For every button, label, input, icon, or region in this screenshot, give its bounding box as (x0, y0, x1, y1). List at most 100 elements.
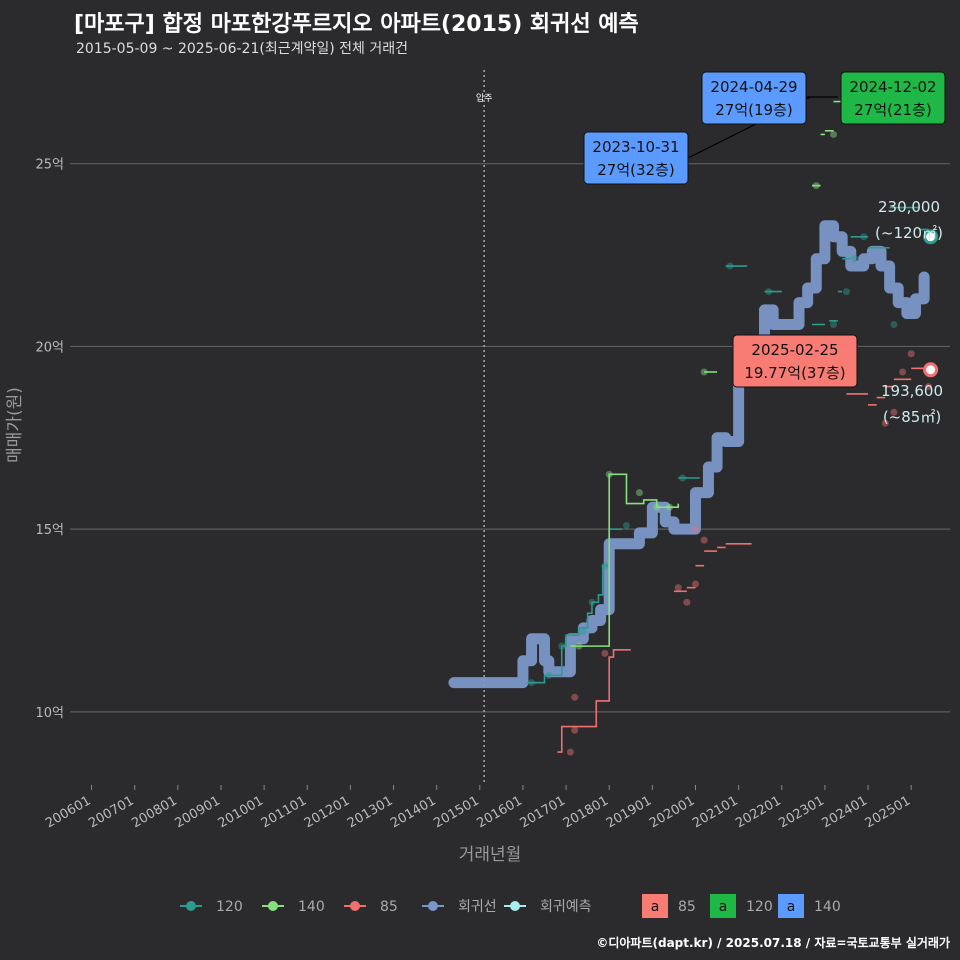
series-85-point (571, 693, 579, 701)
series-120-point (601, 562, 609, 570)
x-tick-label: 201101 (259, 793, 309, 831)
series-85-point (899, 368, 907, 376)
callout-box (701, 71, 807, 125)
series-140-point (830, 130, 838, 138)
series-85-point (571, 726, 579, 734)
legend-label-140: 140 (298, 899, 325, 915)
callout-value: 19.77억(37층) (744, 364, 845, 382)
legend-box-label: 120 (746, 899, 773, 915)
series-120-point (558, 642, 566, 650)
x-tick-label: 201301 (345, 793, 395, 831)
series-120-point (842, 288, 850, 296)
series-layer (448, 86, 939, 756)
legend-label-회귀예측: 회귀예측 (540, 899, 592, 915)
legend-box-glyph: a (787, 899, 796, 915)
annotations-layer: 2023-10-31 27억(32층) 2024-04-29 27억(19층) 2024… (583, 71, 946, 426)
series-140-point (812, 182, 820, 190)
forecast-area-120: (~120㎡) (875, 224, 943, 242)
forecast-area-85: (~85㎡) (883, 408, 941, 426)
x-tick-label: 200601 (43, 793, 93, 831)
x-tick-label: 202501 (863, 793, 913, 831)
legend-dot-85 (350, 901, 360, 911)
callout-box (732, 334, 858, 388)
series-120-point (588, 598, 596, 606)
callout-date: 2024-04-29 (710, 78, 797, 96)
legend-dot-120 (186, 901, 196, 911)
callout-date: 2024-12-02 (849, 78, 936, 96)
series-85-point (907, 350, 915, 358)
series-120-point (830, 320, 838, 328)
axis-ticks: 10억 15억 20억 25억 2006012007012008012009012010… (5, 158, 913, 865)
series-120-point (860, 233, 868, 241)
x-tick-label: 202001 (647, 793, 697, 831)
series-120-point (579, 627, 587, 635)
y-tick-label: 25억 (35, 158, 64, 173)
series-85-point (700, 536, 708, 544)
x-tick-label: 201801 (561, 793, 611, 831)
legend-box-glyph: a (651, 899, 660, 915)
series-120-point (851, 255, 859, 263)
callout-box (840, 71, 946, 125)
series-120-point (545, 671, 553, 679)
legend-label-120: 120 (216, 899, 243, 915)
series-120-point (679, 474, 687, 482)
legend-dot-회귀예측 (510, 901, 520, 911)
legend-box (642, 894, 668, 918)
x-tick-label: 200801 (129, 793, 179, 831)
callout-value: 27억(19층) (715, 101, 792, 119)
y-axis-title: 매매가(원) (5, 387, 25, 463)
forecast-point-85 (923, 362, 939, 378)
regression-line (448, 220, 930, 689)
x-axis-title: 거래년월 (459, 845, 522, 865)
legend-box-glyph: a (719, 899, 728, 915)
x-tick-label: 201001 (216, 793, 266, 831)
callout-box (583, 131, 689, 185)
callout-date: 2025-02-25 (751, 341, 838, 359)
series-140-point (635, 489, 643, 497)
forecast-value-85: 193,600 (881, 382, 943, 400)
series-85-point (890, 408, 898, 416)
legend-box (778, 894, 804, 918)
y-tick-label: 20억 (35, 340, 64, 355)
x-tick-label: 200701 (86, 793, 136, 831)
series-85-point (601, 649, 609, 657)
series-140-point (700, 368, 708, 376)
x-tick-label: 201601 (474, 793, 524, 831)
legend-box-label: 140 (814, 899, 841, 915)
series-85-step (557, 648, 631, 753)
callout-value: 27억(32층) (597, 161, 674, 179)
series-85-point (691, 525, 699, 533)
series-85-point (881, 419, 889, 427)
callout-date: 2023-10-31 (592, 138, 679, 156)
legend-dot-회귀선 (428, 901, 438, 911)
series-85-point (566, 748, 574, 756)
forecast-value-120: 230,000 (878, 198, 940, 216)
legend-label-회귀선: 회귀선 (458, 899, 497, 915)
y-tick-label: 15억 (35, 523, 64, 538)
move-in-label: 입주 (476, 92, 493, 104)
chart-subtitle: 2015-05-09 ~ 2025-06-21(최근계약일) 전체 거래건 (76, 41, 408, 57)
x-tick-label: 202201 (733, 793, 783, 831)
series-85-point (691, 580, 699, 588)
x-tick-label: 202301 (776, 793, 826, 831)
series-120-point (622, 522, 630, 530)
legend-label-85: 85 (380, 899, 398, 915)
x-tick-label: 200901 (172, 793, 222, 831)
x-tick-label: 201501 (431, 793, 481, 831)
legend-box-label: 85 (678, 899, 696, 915)
chart-title: [마포구] 합정 마포한강푸르지오 아파트(2015) 회귀선 예측 (74, 12, 639, 37)
forecast-point-120 (923, 229, 939, 245)
x-tick-label: 202401 (820, 793, 870, 831)
y-tick-label: 10억 (35, 706, 64, 721)
series-140-point (605, 470, 613, 478)
x-tick-label: 201901 (604, 793, 654, 831)
series-120-point (528, 679, 536, 687)
series-140-point (666, 503, 674, 511)
x-tick-label: 201201 (302, 793, 352, 831)
x-tick-label: 201401 (388, 793, 438, 831)
series-85-point (683, 598, 691, 606)
series-120-point (765, 288, 773, 296)
series-140-point (653, 503, 661, 511)
series-120-point (726, 262, 734, 270)
